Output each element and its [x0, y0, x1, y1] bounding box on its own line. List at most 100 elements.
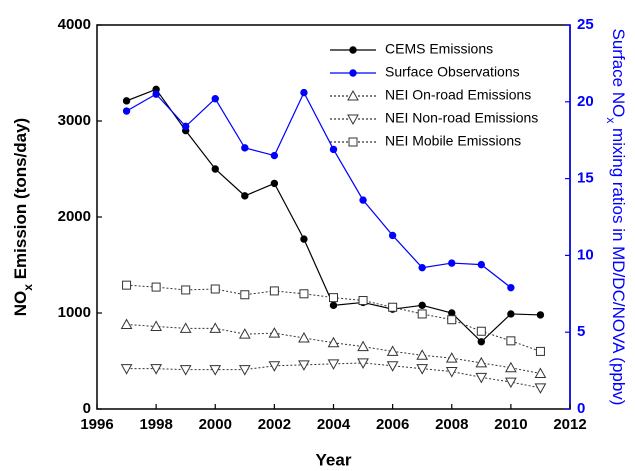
axis-label-part: x — [604, 117, 618, 123]
marker — [209, 365, 222, 376]
x-tick-label: 1998 — [139, 416, 172, 433]
x-tick-label: 2006 — [376, 416, 409, 433]
x-tick-label: 2004 — [317, 416, 351, 433]
marker — [181, 285, 191, 295]
axis-label-part: NO — [11, 291, 30, 317]
marker — [386, 361, 399, 372]
axis-label-part: Emission (tons/day) — [11, 118, 30, 284]
y2-tick-label: 25 — [577, 16, 594, 33]
x-tick-label: 2002 — [258, 416, 291, 433]
legend-marker — [349, 69, 357, 77]
marker — [448, 259, 456, 267]
legend-marker — [347, 89, 359, 101]
axis-label-part: x — [21, 284, 35, 291]
axis-label-part: Surface NO — [609, 29, 628, 118]
marker — [210, 284, 220, 294]
marker — [388, 302, 398, 312]
marker — [329, 145, 338, 154]
marker — [506, 336, 516, 346]
marker — [300, 88, 308, 97]
marker — [211, 95, 219, 103]
y-label: NOx Emission (tons/day) — [11, 118, 35, 316]
marker — [238, 365, 251, 376]
marker — [505, 361, 517, 373]
marker — [152, 90, 160, 98]
legend-marker — [348, 137, 358, 147]
marker — [358, 296, 368, 306]
marker — [386, 345, 399, 356]
series-line — [126, 362, 541, 389]
marker — [329, 301, 338, 310]
legend-label: NEI Non-road Emissions — [385, 110, 538, 126]
marker — [445, 352, 458, 363]
marker — [120, 364, 133, 375]
marker — [534, 367, 547, 378]
marker — [240, 290, 250, 300]
marker — [179, 365, 192, 376]
marker — [507, 283, 515, 292]
marker — [150, 364, 162, 375]
axis-label-part: mixing ratios in MD/DC/NOVA (ppbv) — [609, 123, 628, 405]
marker — [359, 196, 367, 204]
marker — [298, 331, 310, 343]
marker — [416, 349, 429, 360]
marker — [268, 361, 281, 372]
legend-marker — [347, 114, 359, 126]
marker — [122, 280, 132, 290]
y2-label: Surface NOx mixing ratios in MD/DC/NOVA … — [604, 29, 628, 406]
marker — [211, 165, 219, 173]
y-tick-label: 1000 — [58, 304, 91, 321]
y2-tick-label: 0 — [577, 400, 585, 417]
x-tick-label: 1996 — [80, 416, 113, 433]
legend-label: CEMS Emissions — [385, 41, 493, 57]
x-tick-label: 2010 — [494, 416, 527, 433]
marker — [445, 367, 458, 378]
marker — [268, 327, 281, 338]
x-tick-label: 2000 — [199, 416, 232, 433]
marker — [209, 322, 222, 333]
marker — [507, 310, 515, 318]
marker — [505, 377, 517, 389]
plot-frame — [96, 24, 571, 410]
marker — [150, 320, 162, 331]
marker — [418, 263, 426, 272]
x-tick-label: 2008 — [435, 416, 468, 433]
marker — [181, 122, 190, 131]
marker — [299, 289, 309, 299]
marker — [122, 107, 131, 115]
y-tick-label: 4000 — [58, 16, 91, 33]
marker — [300, 235, 308, 243]
marker — [327, 336, 340, 348]
marker — [238, 328, 251, 339]
marker — [120, 318, 133, 330]
marker — [475, 356, 488, 368]
marker — [357, 340, 369, 352]
marker — [416, 364, 429, 375]
marker — [327, 359, 340, 370]
y2-tick-label: 20 — [577, 93, 594, 110]
marker — [536, 311, 545, 319]
marker — [179, 322, 192, 333]
marker — [417, 309, 427, 319]
marker — [477, 338, 486, 346]
series-line — [126, 91, 512, 289]
x-axis-label: Year — [316, 450, 352, 469]
marker — [329, 293, 338, 303]
y-tick-label: 0 — [83, 400, 91, 417]
legend-label: Surface Observations — [385, 64, 520, 80]
marker — [122, 97, 131, 105]
marker — [418, 301, 426, 310]
legend-marker — [349, 46, 357, 54]
marker — [388, 231, 397, 240]
marker — [270, 151, 279, 160]
marker — [477, 260, 486, 269]
legend-label: NEI On-road Emissions — [385, 87, 531, 103]
y2-tick-label: 10 — [577, 246, 594, 263]
marker — [357, 358, 369, 369]
y-tick-label: 2000 — [58, 208, 91, 225]
marker — [241, 144, 249, 152]
marker — [270, 179, 279, 188]
marker — [475, 372, 488, 384]
marker — [534, 383, 547, 394]
